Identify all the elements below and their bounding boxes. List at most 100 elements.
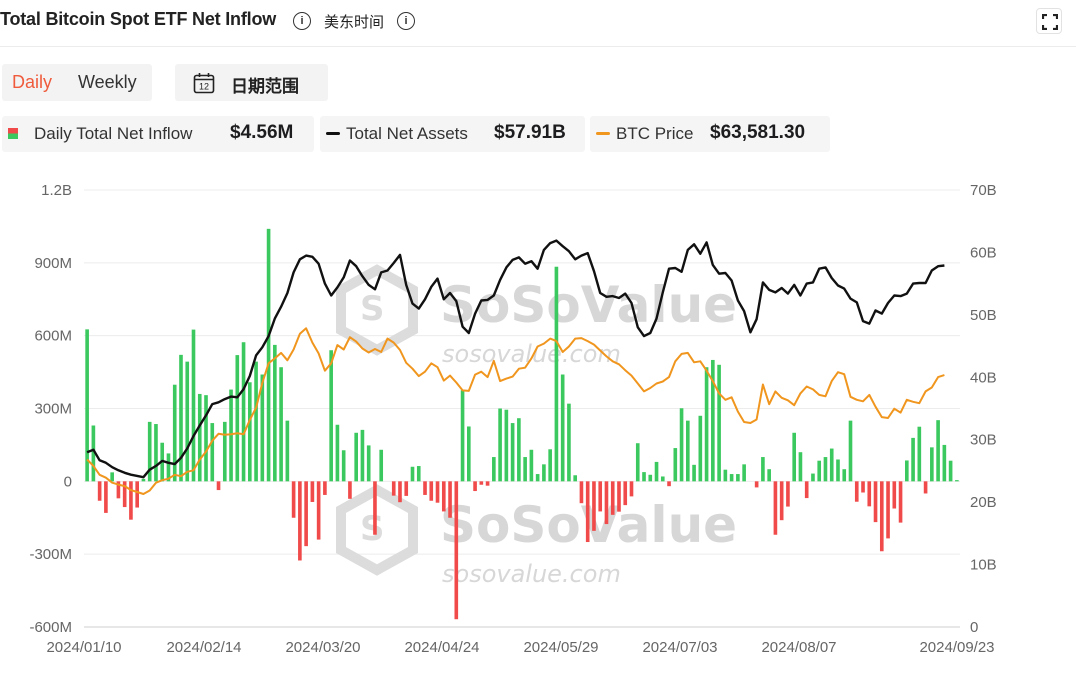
inflow-bars bbox=[85, 228, 959, 620]
inflow-bar bbox=[704, 367, 709, 482]
inflow-bar bbox=[197, 393, 202, 482]
price-legend-label: BTC Price bbox=[616, 124, 694, 143]
date-range-button[interactable]: 12 日期范围 bbox=[175, 64, 328, 101]
inflow-bar bbox=[254, 361, 258, 482]
inflow-bar bbox=[204, 395, 208, 482]
calendar-icon: 12 bbox=[193, 73, 215, 94]
y-left-tick-label: 600M bbox=[34, 328, 72, 345]
chart-grid bbox=[84, 189, 960, 628]
inflow-bar bbox=[685, 420, 690, 482]
inflow-bar bbox=[861, 481, 865, 493]
watermark-site: sosovalue.com bbox=[442, 560, 621, 588]
inflow-bar bbox=[623, 481, 628, 506]
inflow-bar bbox=[698, 415, 703, 482]
inflow-bar bbox=[172, 384, 177, 482]
inflow-bar bbox=[548, 449, 552, 482]
y-right-tick-label: 30B bbox=[970, 432, 997, 449]
calendar-day: 12 bbox=[199, 82, 209, 92]
inflow-bar bbox=[216, 481, 221, 491]
inflow-bar bbox=[404, 481, 409, 496]
daily-tab[interactable]: Daily bbox=[12, 72, 53, 92]
chart-lines bbox=[86, 239, 945, 495]
x-tick-label: 2024/02/14 bbox=[166, 639, 241, 656]
x-tick-label: 2024/05/29 bbox=[523, 639, 598, 656]
inflow-bar bbox=[692, 464, 696, 482]
inflow-bar bbox=[429, 481, 434, 501]
inflow-bar bbox=[786, 481, 790, 507]
legend-price[interactable]: BTC Price $63,581.30 bbox=[590, 116, 830, 152]
inflow-bar bbox=[761, 457, 765, 482]
left-axis: 1.2B 900M 600M 300M 0 -300M -600M bbox=[29, 182, 72, 636]
inflow-bar bbox=[779, 481, 784, 521]
inflow-bar bbox=[329, 350, 333, 482]
inflow-bar bbox=[573, 475, 578, 482]
y-left-tick-label: -300M bbox=[29, 546, 72, 563]
y-right-tick-label: 10B bbox=[970, 557, 997, 574]
inflow-bar bbox=[811, 473, 815, 482]
inflow-bar bbox=[323, 481, 327, 495]
inflow-bar bbox=[335, 424, 340, 482]
inflow-bar bbox=[585, 481, 590, 543]
inflow-bar bbox=[285, 420, 290, 482]
inflow-bar bbox=[423, 481, 427, 495]
inflow-bar bbox=[642, 472, 646, 482]
x-tick-label: 2024/08/07 bbox=[761, 639, 836, 656]
inflow-bar bbox=[266, 228, 271, 482]
interval-toggle: Daily Weekly bbox=[2, 64, 152, 101]
title-info-icon[interactable]: i bbox=[293, 12, 311, 30]
inflow-bar bbox=[867, 481, 872, 507]
inflow-bar bbox=[97, 481, 102, 501]
inflow-bar bbox=[679, 408, 684, 482]
inflow-bar bbox=[260, 374, 265, 482]
legend-inflow[interactable]: Daily Total Net Inflow $4.56M bbox=[2, 116, 314, 152]
inflow-bar bbox=[304, 481, 308, 547]
inflow-legend-label: Daily Total Net Inflow bbox=[34, 124, 193, 143]
inflow-bar bbox=[510, 423, 515, 482]
inflow-bar bbox=[310, 481, 315, 502]
timezone-info-icon[interactable]: i bbox=[397, 12, 415, 30]
fullscreen-icon bbox=[1042, 14, 1058, 30]
y-left-tick-label: 300M bbox=[34, 401, 72, 418]
svg-text:S: S bbox=[360, 289, 385, 329]
inflow-bar bbox=[241, 342, 246, 482]
inflow-bar bbox=[617, 481, 621, 512]
x-tick-label: 2024/03/20 bbox=[285, 639, 360, 656]
inflow-bar bbox=[579, 481, 584, 504]
inflow-bar bbox=[291, 481, 296, 518]
inflow-bar bbox=[930, 447, 934, 482]
price-legend-value: $63,581.30 bbox=[710, 122, 806, 143]
inflow-bar bbox=[316, 481, 321, 540]
inflow-bar bbox=[848, 420, 853, 482]
inflow-bar bbox=[454, 481, 459, 620]
inflow-bar bbox=[879, 481, 884, 552]
x-tick-label: 2024/07/03 bbox=[642, 639, 717, 656]
legend-assets[interactable]: Total Net Assets $57.91B bbox=[320, 116, 585, 152]
inflow-bar bbox=[886, 481, 890, 539]
price-legend-swatch bbox=[596, 132, 610, 135]
inflow-bar bbox=[955, 480, 959, 482]
x-tick-label: 2024/09/23 bbox=[919, 639, 994, 656]
watermark-site: sosovalue.com bbox=[442, 340, 621, 368]
inflow-bar bbox=[504, 409, 509, 482]
inflow-bar bbox=[717, 364, 721, 482]
inflow-bar bbox=[648, 474, 653, 482]
inflow-bar bbox=[542, 464, 546, 482]
inflow-bar bbox=[598, 481, 603, 512]
weekly-tab[interactable]: Weekly bbox=[78, 72, 137, 92]
inflow-bar bbox=[567, 403, 571, 482]
inflow-bar bbox=[104, 481, 108, 513]
inflow-bar bbox=[892, 481, 897, 509]
y-left-tick-label: 900M bbox=[34, 255, 72, 272]
inflow-bar bbox=[229, 389, 233, 482]
inflow-bar bbox=[298, 481, 302, 561]
inflow-bar bbox=[529, 449, 534, 482]
fullscreen-button[interactable] bbox=[1036, 8, 1062, 34]
inflow-bar bbox=[736, 474, 740, 482]
inflow-bar bbox=[936, 420, 940, 482]
inflow-bar bbox=[817, 460, 822, 482]
y-left-tick-label: 0 bbox=[64, 473, 72, 490]
inflow-legend-swatch bbox=[8, 128, 18, 139]
